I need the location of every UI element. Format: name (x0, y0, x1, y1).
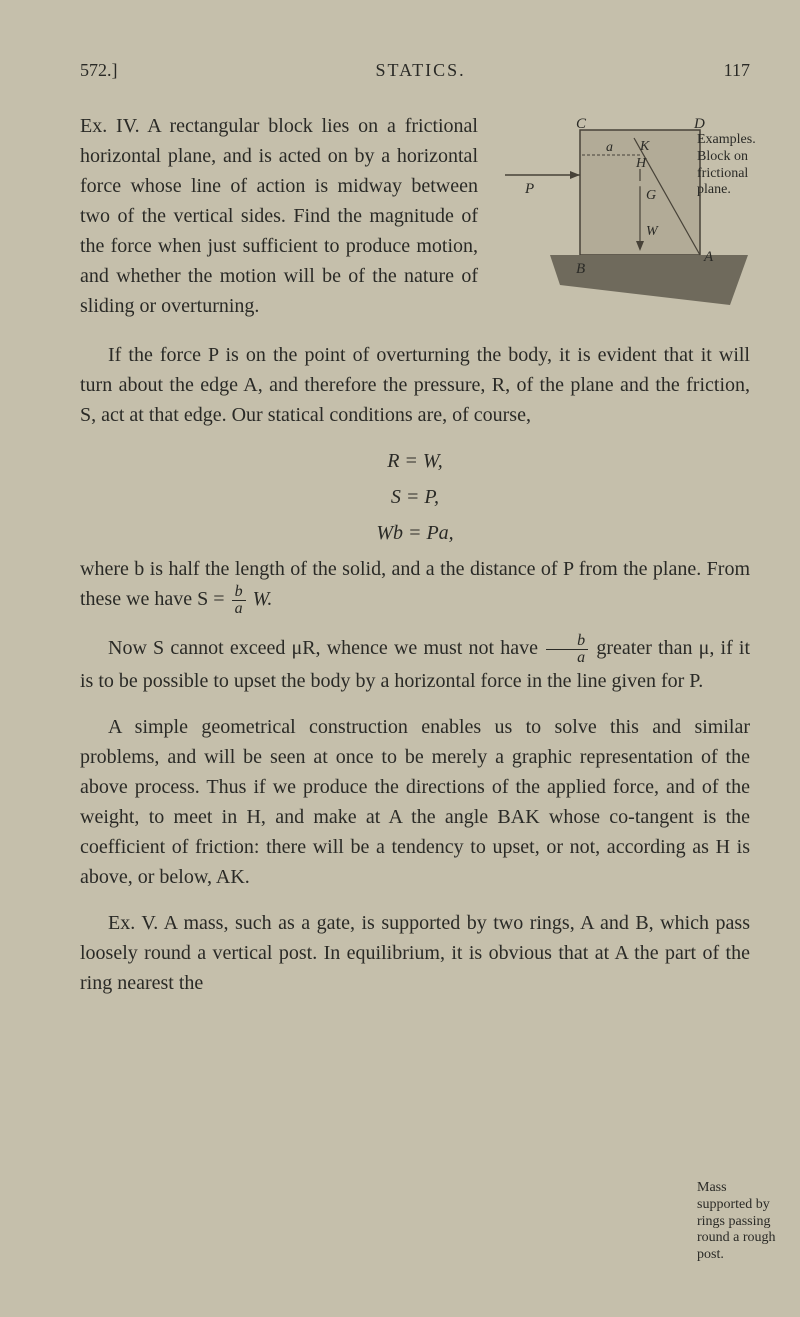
paragraph-ex5: Ex. V. A mass, such as a gate, is suppor… (80, 908, 750, 998)
paragraph-geometric: A simple geometrical construction enable… (80, 712, 750, 892)
paragraph-ex4: C D P B A K G H W a Ex. IV. A rectangula… (80, 111, 750, 321)
figure-label-h: H (635, 156, 647, 171)
paragraph-now-s: Now S cannot exceed μR, whence we must n… (80, 633, 750, 696)
margin-note-title: Examples. (697, 132, 756, 147)
fraction-b-over-a: ba (232, 584, 246, 617)
figure-label-d: D (693, 116, 705, 132)
equation-s: S = P, (80, 482, 750, 512)
figure-label-c: C (576, 116, 587, 132)
figure-label-p: P (524, 181, 534, 197)
para1-text: Ex. IV. A rectangular block lies on a fr… (80, 115, 478, 317)
margin-note-mass: Mass supported by rings passing round a … (697, 1180, 782, 1264)
paragraph-where-b: where b is half the length of the solid,… (80, 554, 750, 617)
head-right: 117 (724, 60, 750, 81)
head-left: 572.] (80, 60, 118, 81)
body-text: C D P B A K G H W a Ex. IV. A rectangula… (80, 111, 750, 998)
figure-label-w: W (646, 224, 659, 239)
figure-label-k: K (639, 139, 650, 154)
para3b-text: W. (253, 588, 273, 610)
running-head: 572.] STATICS. 117 (80, 60, 750, 81)
margin-note-example: Examples. Block on frictional plane. (697, 132, 782, 199)
figure-label-a-dim: a (606, 140, 613, 155)
figure-label-g: G (646, 188, 656, 203)
para3a-text: where b is half the length of the solid,… (80, 558, 750, 610)
margin-note-body: Block on frictional plane. (697, 149, 748, 198)
paragraph-conditions: If the force P is on the point of overtu… (80, 340, 750, 430)
figure-label-a-pt: A (703, 249, 714, 265)
head-center: STATICS. (376, 60, 466, 81)
figure-label-b: B (576, 261, 585, 277)
fraction-b-over-a-2: ba (546, 633, 588, 666)
page: 572.] STATICS. 117 Examples. Block on fr… (0, 0, 800, 1317)
equation-r: R = W, (80, 446, 750, 476)
arrow-head-icon (570, 171, 580, 179)
equation-wb: Wb = Pa, (80, 518, 750, 548)
para4a-text: Now S cannot exceed μR, whence we must n… (108, 637, 544, 659)
